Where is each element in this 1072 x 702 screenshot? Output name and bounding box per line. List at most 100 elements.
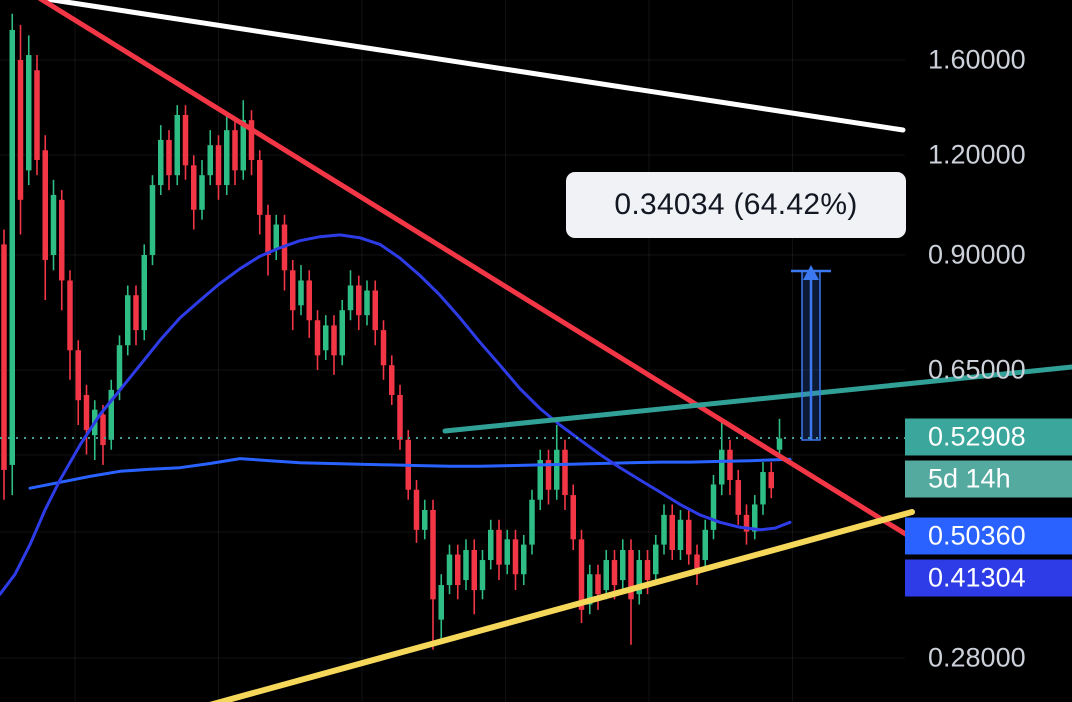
last-price-label: 0.52908 <box>905 418 1072 456</box>
candle-down <box>356 285 362 316</box>
candle-up <box>149 185 156 255</box>
candle-down <box>83 394 90 431</box>
candle-down <box>570 495 576 540</box>
candle-up <box>116 345 123 390</box>
candle-up <box>636 560 642 595</box>
grid-layer <box>0 0 905 702</box>
candle-up <box>438 585 444 620</box>
candle-down <box>133 295 139 331</box>
candle-up <box>661 514 667 545</box>
ma-fast-price-label: 0.50360 <box>905 517 1072 555</box>
candle-up <box>273 224 279 250</box>
candle-up <box>504 539 510 565</box>
candle-up <box>653 544 659 575</box>
candle-up <box>446 554 453 586</box>
candle-down <box>306 280 312 321</box>
measure-tooltip[interactable]: 0.34034 (64.42%) <box>566 172 906 238</box>
candle-down <box>75 350 81 401</box>
price-tick: 0.65000 <box>928 354 1026 385</box>
candle-up <box>776 438 783 450</box>
candle-down <box>562 449 568 496</box>
candle-up <box>141 255 147 331</box>
candle-up <box>760 472 766 505</box>
candle-down <box>17 60 24 200</box>
candle-down <box>166 139 172 176</box>
measure-tooltip-text: 0.34034 (64.42%) <box>614 188 858 221</box>
candle-down <box>42 150 48 261</box>
candle-up <box>174 115 180 176</box>
candle-up <box>554 449 560 490</box>
candle-up <box>240 120 246 171</box>
candle-down <box>545 460 552 490</box>
candle-up <box>719 449 725 485</box>
candle-up <box>620 549 626 581</box>
candle-up <box>463 549 469 581</box>
price-tick: 1.20000 <box>928 139 1026 170</box>
candle-up <box>9 29 15 465</box>
candle-up <box>323 325 329 351</box>
candle-down <box>34 70 40 161</box>
candle-down <box>455 554 461 586</box>
candle-down <box>100 414 106 446</box>
candle-down <box>380 330 387 366</box>
candle-down <box>397 394 403 440</box>
candle-down <box>314 320 321 356</box>
measure-tool[interactable] <box>791 265 831 441</box>
candle-up <box>364 290 370 316</box>
candle-down <box>248 120 255 161</box>
ascending-support-yellow[interactable] <box>206 509 915 702</box>
candle-down <box>471 549 477 591</box>
candle-down <box>430 510 436 600</box>
candle-up <box>26 55 32 171</box>
candle-down <box>735 480 741 515</box>
candle-down <box>595 574 601 595</box>
descending-resistance-white[interactable] <box>38 0 906 133</box>
candle-down <box>628 549 634 600</box>
candle-down <box>290 270 296 311</box>
candle-up <box>702 529 708 561</box>
candle-up <box>587 574 593 605</box>
candle-up <box>207 145 213 176</box>
candle-down <box>686 519 692 555</box>
candle-down <box>611 560 618 586</box>
countdown-label: 5d 14h <box>905 460 1072 498</box>
candle-up <box>347 285 354 311</box>
descending-trendline-red[interactable] <box>36 0 915 541</box>
candle-up <box>298 280 304 306</box>
candle-down <box>727 449 733 481</box>
candle-down <box>512 539 519 575</box>
candle-down <box>768 472 774 489</box>
candle-up <box>521 544 527 575</box>
candle-up <box>125 295 131 346</box>
candle-down <box>578 539 585 610</box>
candle-down <box>265 214 271 255</box>
candle-down <box>67 280 73 351</box>
candle-down <box>669 514 675 550</box>
candle-up <box>479 560 486 591</box>
candle-up <box>339 310 345 356</box>
candle-down <box>182 115 189 166</box>
candle-up <box>529 499 535 545</box>
candle-up <box>537 460 543 500</box>
candle-down <box>331 325 337 356</box>
candle-down <box>389 365 395 395</box>
candle-down <box>232 130 238 171</box>
price-tick: 1.60000 <box>928 44 1026 75</box>
candle-down <box>743 514 750 532</box>
price-axis[interactable]: 1.60000 1.20000 0.90000 0.65000 0.28000 0.529… <box>905 0 1072 702</box>
candle-down <box>644 560 651 581</box>
candle-down <box>59 199 65 281</box>
price-tick: 0.28000 <box>928 642 1026 673</box>
candle-up <box>488 529 494 561</box>
ma-slow-price-label: 0.41304 <box>905 559 1072 597</box>
ascending-resistance-teal[interactable] <box>442 364 1072 434</box>
candle-down <box>496 529 502 565</box>
candle-up <box>50 194 57 255</box>
ma-curved-line <box>0 233 792 596</box>
candle-down <box>215 145 222 186</box>
candle-down <box>413 489 420 530</box>
candles-layer <box>1 13 783 650</box>
candle-up <box>422 510 428 530</box>
